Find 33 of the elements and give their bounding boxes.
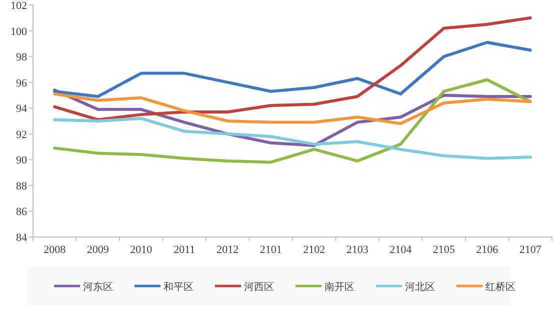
line-series <box>53 40 532 98</box>
x-tick-label: 2012 <box>216 244 239 256</box>
y-tick-label: 94 <box>16 103 28 116</box>
legend-label: 河东区 <box>83 281 113 293</box>
x-tick-label: 2102 <box>303 244 326 256</box>
y-tick-label: 90 <box>16 154 28 167</box>
y-tick-label: 98 <box>16 52 28 64</box>
legend-label: 河西区 <box>244 281 274 293</box>
x-tick-label: 2103 <box>346 244 369 256</box>
y-tick-label: 96 <box>16 77 28 90</box>
x-tick-label: 2009 <box>86 244 110 256</box>
y-tick-label: 86 <box>16 206 28 218</box>
legend-label: 河北区 <box>405 281 435 293</box>
y-tick-label: 92 <box>16 128 27 141</box>
line-series <box>53 92 532 126</box>
y-tick-label: 88 <box>16 180 28 192</box>
y-tick-label: 102 <box>10 0 27 12</box>
legend-label: 南开区 <box>324 281 354 293</box>
x-tick-label: 2105 <box>432 244 456 256</box>
line-series <box>53 16 532 122</box>
x-tick-label: 2101 <box>260 244 282 256</box>
line-series <box>53 78 532 164</box>
line-series <box>53 116 532 160</box>
y-tick-label: 100 <box>10 26 28 38</box>
x-tick-label: 2010 <box>130 244 153 256</box>
x-tick-label: 2104 <box>390 244 412 256</box>
x-tick-label: 2008 <box>44 244 66 256</box>
x-tick-label: 2011 <box>174 244 196 256</box>
x-tick-label: 2106 <box>476 244 499 256</box>
legend-label: 红桥区 <box>486 281 516 293</box>
x-tick-label: 2107 <box>519 244 542 256</box>
y-tick-label: 84 <box>16 232 28 244</box>
legend-label: 和平区 <box>164 281 194 293</box>
